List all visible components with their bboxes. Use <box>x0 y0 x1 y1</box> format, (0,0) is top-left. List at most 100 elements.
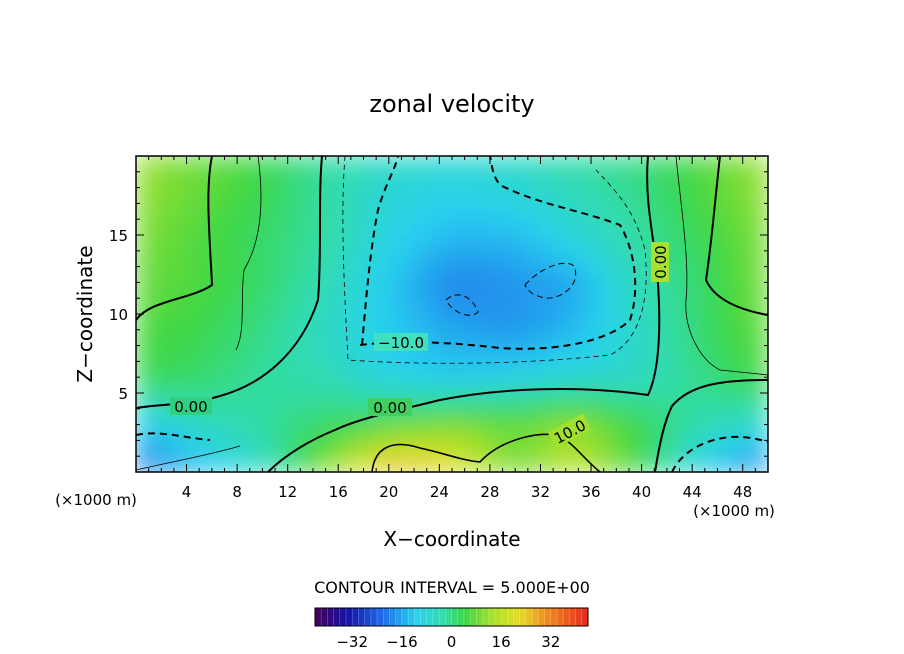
heat-cell <box>172 181 188 197</box>
heat-cell <box>413 273 428 289</box>
heat-cell <box>653 286 668 302</box>
heat-cell <box>299 194 314 210</box>
heat-cell <box>514 444 529 460</box>
heat-cell <box>261 194 276 210</box>
heat-cell <box>312 365 327 381</box>
colorbar-swatch <box>488 608 496 626</box>
heat-cell <box>236 405 251 421</box>
heat-cell <box>400 286 415 302</box>
heat-cell <box>678 352 694 368</box>
heat-cell <box>299 273 314 289</box>
heat-cell <box>678 418 694 434</box>
heat-cell <box>590 431 605 447</box>
heat-cell <box>590 313 605 329</box>
heat-cell <box>653 392 668 408</box>
colorbar-swatch <box>346 608 353 626</box>
heat-cell <box>223 299 239 315</box>
heat-cell <box>236 352 251 368</box>
heat-cell <box>425 286 441 302</box>
heat-cell <box>665 260 681 276</box>
heat-cell <box>387 313 403 329</box>
heat-cell <box>210 260 226 276</box>
heat-cell <box>716 194 731 210</box>
heat-cell <box>185 260 201 276</box>
heat-cell <box>463 326 479 342</box>
heat-cell <box>286 220 302 236</box>
heat-cell <box>210 365 226 381</box>
colorbar-swatch <box>569 608 576 626</box>
contour-neg-ten-right <box>671 435 768 472</box>
heat-cell <box>716 339 731 355</box>
heat-cell <box>387 418 403 434</box>
heat-cell <box>387 457 403 472</box>
heat-cell <box>653 365 668 381</box>
heat-cell <box>387 181 403 197</box>
heat-cell <box>210 405 226 421</box>
heat-cell <box>577 207 592 223</box>
heat-cell <box>564 286 580 302</box>
heat-cell <box>741 234 757 250</box>
heat-cell <box>577 194 592 210</box>
heat-cell <box>375 365 390 381</box>
heat-cell <box>716 168 731 184</box>
heat-cell <box>147 392 163 408</box>
heat-cell <box>172 247 188 263</box>
heat-cell <box>337 207 352 223</box>
heat-cell <box>400 247 415 263</box>
colorbar-swatch <box>358 608 366 626</box>
heat-cell <box>653 168 668 184</box>
colorbar-swatch <box>383 608 390 626</box>
heat-cell <box>602 299 618 315</box>
heat-cell <box>539 326 555 342</box>
heat-cell <box>147 234 163 250</box>
heat-cell <box>248 392 264 408</box>
heat-cell <box>160 365 175 381</box>
heat-cell <box>286 247 302 263</box>
heat-cell <box>172 378 188 394</box>
heat-cell <box>552 444 567 460</box>
heat-cell <box>691 457 706 472</box>
heat-cell <box>286 181 302 197</box>
heat-cell <box>703 299 719 315</box>
heat-cell <box>590 220 605 236</box>
heat-cell <box>577 352 592 368</box>
heat-cell <box>741 247 757 263</box>
heat-cell <box>261 299 276 315</box>
heat-cell <box>691 247 706 263</box>
heat-cell <box>653 156 668 171</box>
heat-cell <box>539 405 555 421</box>
heat-cell <box>615 444 630 460</box>
heat-cell <box>539 313 555 329</box>
heat-cell <box>564 234 580 250</box>
heat-cell <box>337 392 352 408</box>
heat-cell <box>476 418 491 434</box>
heat-cell <box>248 247 264 263</box>
heat-cell <box>236 313 251 329</box>
heat-cell <box>678 431 694 447</box>
heat-cell <box>640 444 656 460</box>
heat-cell <box>210 418 226 434</box>
colorbar-swatch <box>501 608 508 626</box>
heat-cell <box>286 194 302 210</box>
heat-cell <box>349 392 365 408</box>
heat-cell <box>678 260 694 276</box>
heat-cell <box>564 247 580 263</box>
heat-cell <box>526 273 542 289</box>
heat-cell <box>413 313 428 329</box>
heat-cell <box>312 168 327 184</box>
contour-neg-twenty-a <box>445 294 479 316</box>
heat-cell <box>615 457 630 472</box>
heat-cell <box>261 260 276 276</box>
heat-cell <box>438 326 453 342</box>
colorbar-swatch <box>395 608 403 626</box>
heat-cell <box>640 405 656 421</box>
heat-cell <box>539 378 555 394</box>
heat-cell <box>198 457 213 472</box>
heat-cell <box>185 418 201 434</box>
heat-cell <box>236 247 251 263</box>
heat-cell <box>362 352 378 368</box>
heat-cell <box>590 194 605 210</box>
heat-cell <box>349 365 365 381</box>
heat-cell <box>438 156 453 171</box>
heat-cell <box>337 313 352 329</box>
